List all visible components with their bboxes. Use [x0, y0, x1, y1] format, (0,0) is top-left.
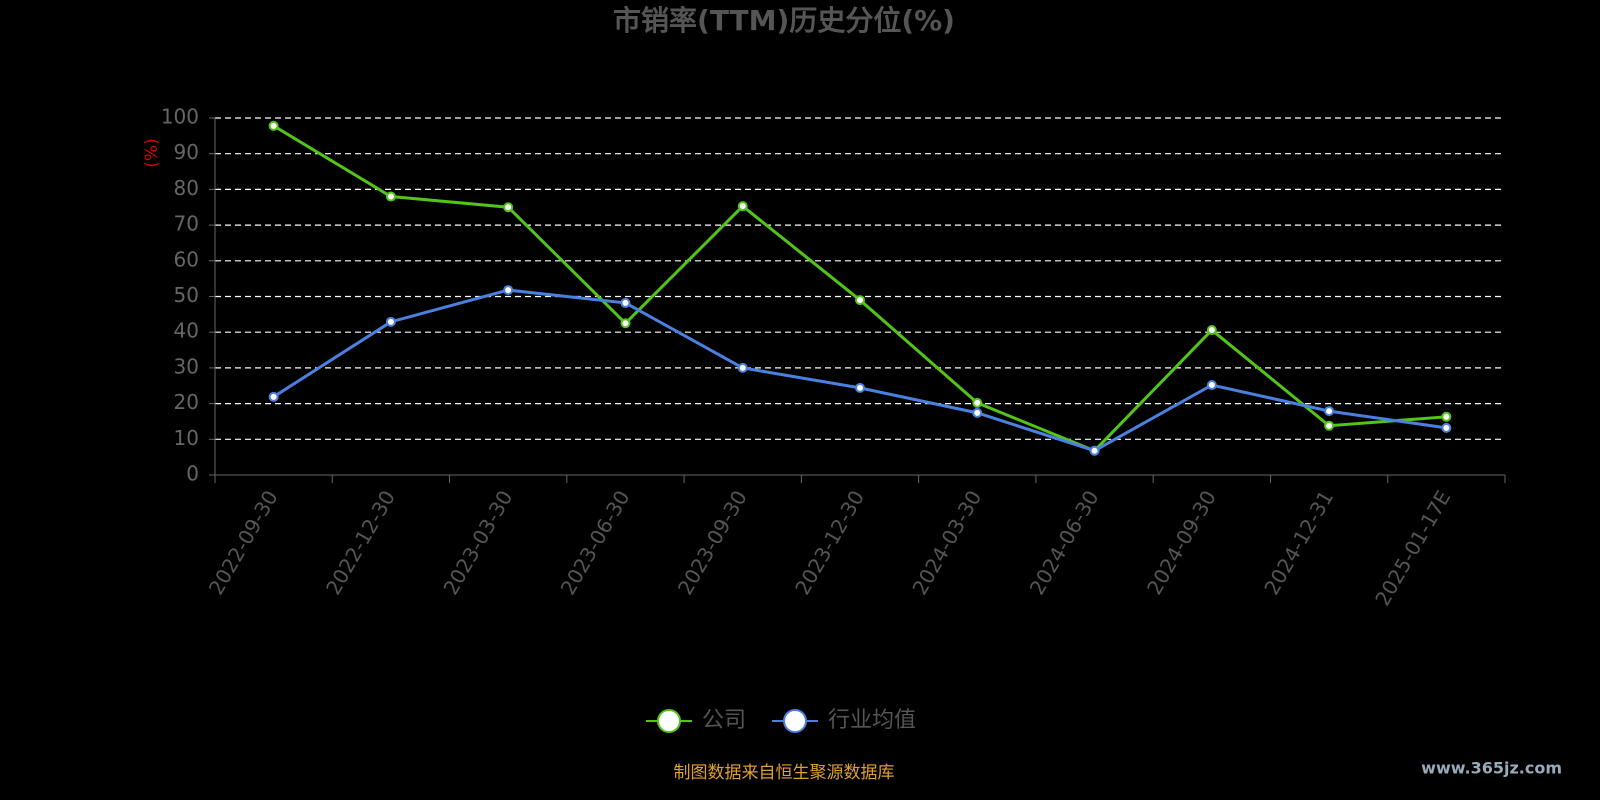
point — [620, 318, 631, 329]
point — [1206, 325, 1217, 336]
x-tick-label: 2023-09-30 — [673, 486, 752, 599]
series-line — [272, 288, 1447, 453]
x-tick-label: 2023-06-30 — [556, 486, 635, 599]
point — [1324, 406, 1335, 417]
legend-marker — [657, 709, 681, 733]
x-tick-label: 2023-03-30 — [438, 486, 517, 599]
point — [1441, 411, 1452, 422]
legend-label: 公司 — [702, 708, 746, 733]
x-tick-label: 2024-03-30 — [907, 486, 986, 599]
point — [737, 362, 748, 373]
point — [1089, 445, 1100, 456]
point — [268, 391, 279, 402]
y-tick-label: 30 — [174, 354, 199, 378]
point — [503, 202, 514, 213]
x-tick-label: 2022-09-30 — [204, 486, 283, 599]
y-tick-label: 100 — [161, 105, 199, 129]
source-note: 制图数据来自恒生聚源数据库 — [674, 763, 895, 783]
x-tick-label: 2024-06-30 — [1025, 486, 1104, 599]
point — [385, 191, 396, 202]
chart: 市销率(TTM)历史分位(%) (%) 制图数据来自恒生聚源数据库 www.36… — [142, 4, 1562, 783]
point — [737, 201, 748, 212]
chart-title: 市销率(TTM)历史分位(%) — [613, 4, 955, 37]
y-axis-label: (%) — [142, 138, 162, 167]
point — [620, 297, 631, 308]
x-tick-label: 2022-12-30 — [321, 486, 400, 599]
point — [1324, 420, 1335, 431]
x-tick-label: 2024-12-31 — [1259, 486, 1338, 599]
point — [972, 407, 983, 418]
y-tick-label: 20 — [174, 390, 199, 414]
point — [503, 285, 514, 296]
legend-marker — [783, 709, 808, 733]
series-line — [272, 124, 1447, 453]
point — [855, 382, 865, 393]
point — [972, 397, 983, 408]
y-tick-label: 0 — [186, 462, 199, 486]
y-tick-label: 40 — [174, 319, 199, 343]
point — [385, 316, 396, 327]
y-tick-label: 90 — [174, 140, 199, 164]
legend-label: 行业均值 — [828, 708, 916, 733]
y-tick-label: 70 — [174, 212, 199, 236]
x-tick-label: 2023-12-30 — [790, 486, 869, 599]
y-tick-label: 10 — [174, 426, 199, 450]
point — [1206, 380, 1217, 391]
y-tick-label: 80 — [174, 176, 199, 200]
y-tick-label: 50 — [174, 283, 199, 307]
point — [1441, 422, 1452, 433]
watermark: www.365jz.com — [1421, 759, 1562, 778]
point — [855, 295, 865, 306]
x-tick-label: 2025-01-17E — [1370, 486, 1455, 610]
y-tick-label: 60 — [174, 247, 199, 271]
point — [268, 120, 279, 131]
x-tick-label: 2024-09-30 — [1142, 486, 1221, 599]
